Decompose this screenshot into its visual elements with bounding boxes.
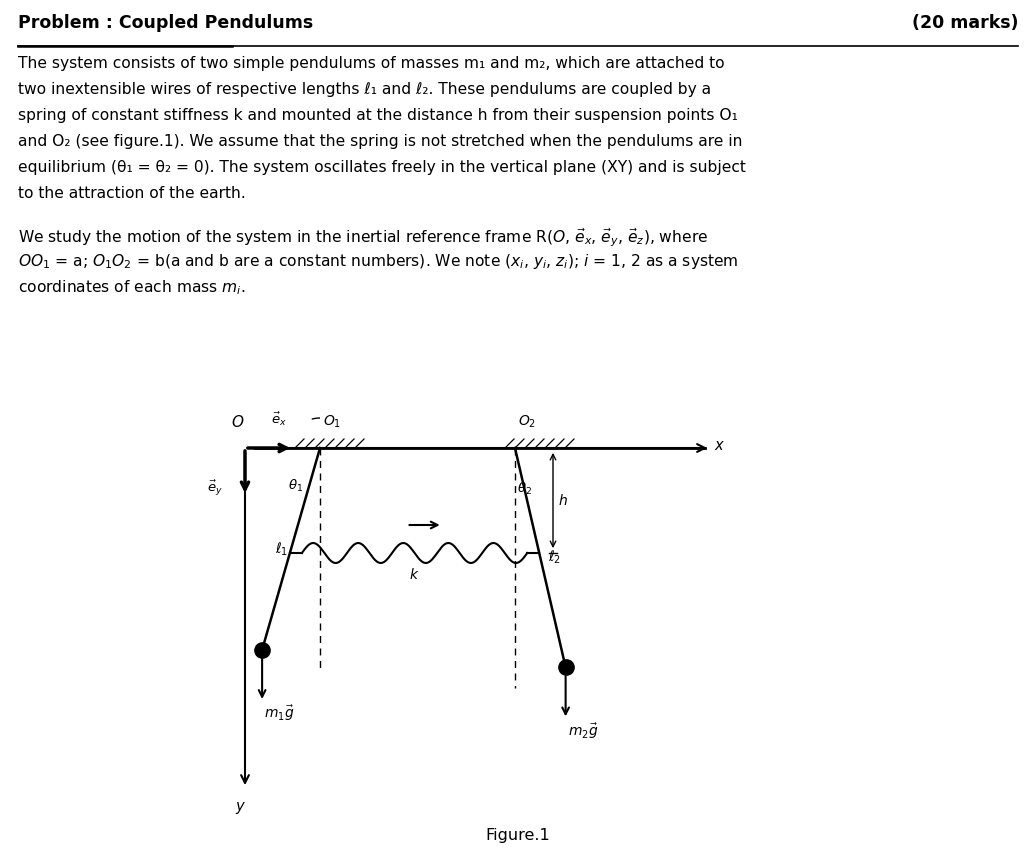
Text: $O_2$: $O_2$ [518, 413, 537, 430]
Text: We study the motion of the system in the inertial reference frame R($O$, $\vec{e: We study the motion of the system in the… [18, 226, 709, 249]
Text: $y$: $y$ [235, 800, 247, 816]
Text: $OO_1$ = a; $O_1O_2$ = b(a and b are a constant numbers). We note ($x_i$, $y_i$,: $OO_1$ = a; $O_1O_2$ = b(a and b are a c… [18, 252, 739, 271]
Text: $\vec{e}_x$: $\vec{e}_x$ [271, 411, 287, 428]
Text: to the attraction of the earth.: to the attraction of the earth. [18, 186, 246, 201]
Text: $\ell_2$: $\ell_2$ [548, 549, 562, 567]
Text: Figure.1: Figure.1 [486, 828, 550, 843]
Text: $\theta_1$: $\theta_1$ [288, 478, 304, 494]
Text: The system consists of two simple pendulums of masses m₁ and m₂, which are attac: The system consists of two simple pendul… [18, 56, 724, 71]
Text: $O$: $O$ [231, 414, 244, 430]
Text: $m_2\vec{g}$: $m_2\vec{g}$ [568, 722, 598, 741]
Text: $\vec{e}_y$: $\vec{e}_y$ [207, 478, 223, 498]
Text: $h$: $h$ [558, 493, 568, 508]
Text: $k$: $k$ [409, 567, 420, 582]
Text: $x$: $x$ [714, 439, 725, 453]
Text: $\theta_2$: $\theta_2$ [517, 481, 533, 497]
Text: equilibrium (θ₁ = θ₂ = 0). The system oscillates freely in the vertical plane (X: equilibrium (θ₁ = θ₂ = 0). The system os… [18, 160, 746, 175]
Text: $\ell_1$: $\ell_1$ [276, 540, 288, 557]
Text: coordinates of each mass $m_i$.: coordinates of each mass $m_i$. [18, 278, 246, 296]
Text: $O_1$: $O_1$ [323, 413, 341, 430]
Text: $m_1\vec{g}$: $m_1\vec{g}$ [264, 704, 294, 723]
Text: Problem : Coupled Pendulums: Problem : Coupled Pendulums [18, 14, 313, 32]
Text: (20 marks): (20 marks) [912, 14, 1018, 32]
Text: and O₂ (see figure.1). We assume that the spring is not stretched when the pendu: and O₂ (see figure.1). We assume that th… [18, 134, 743, 149]
Text: two inextensible wires of respective lengths ℓ₁ and ℓ₂. These pendulums are coup: two inextensible wires of respective len… [18, 82, 711, 97]
Text: spring of constant stiffness k and mounted at the distance h from their suspensi: spring of constant stiffness k and mount… [18, 108, 738, 123]
